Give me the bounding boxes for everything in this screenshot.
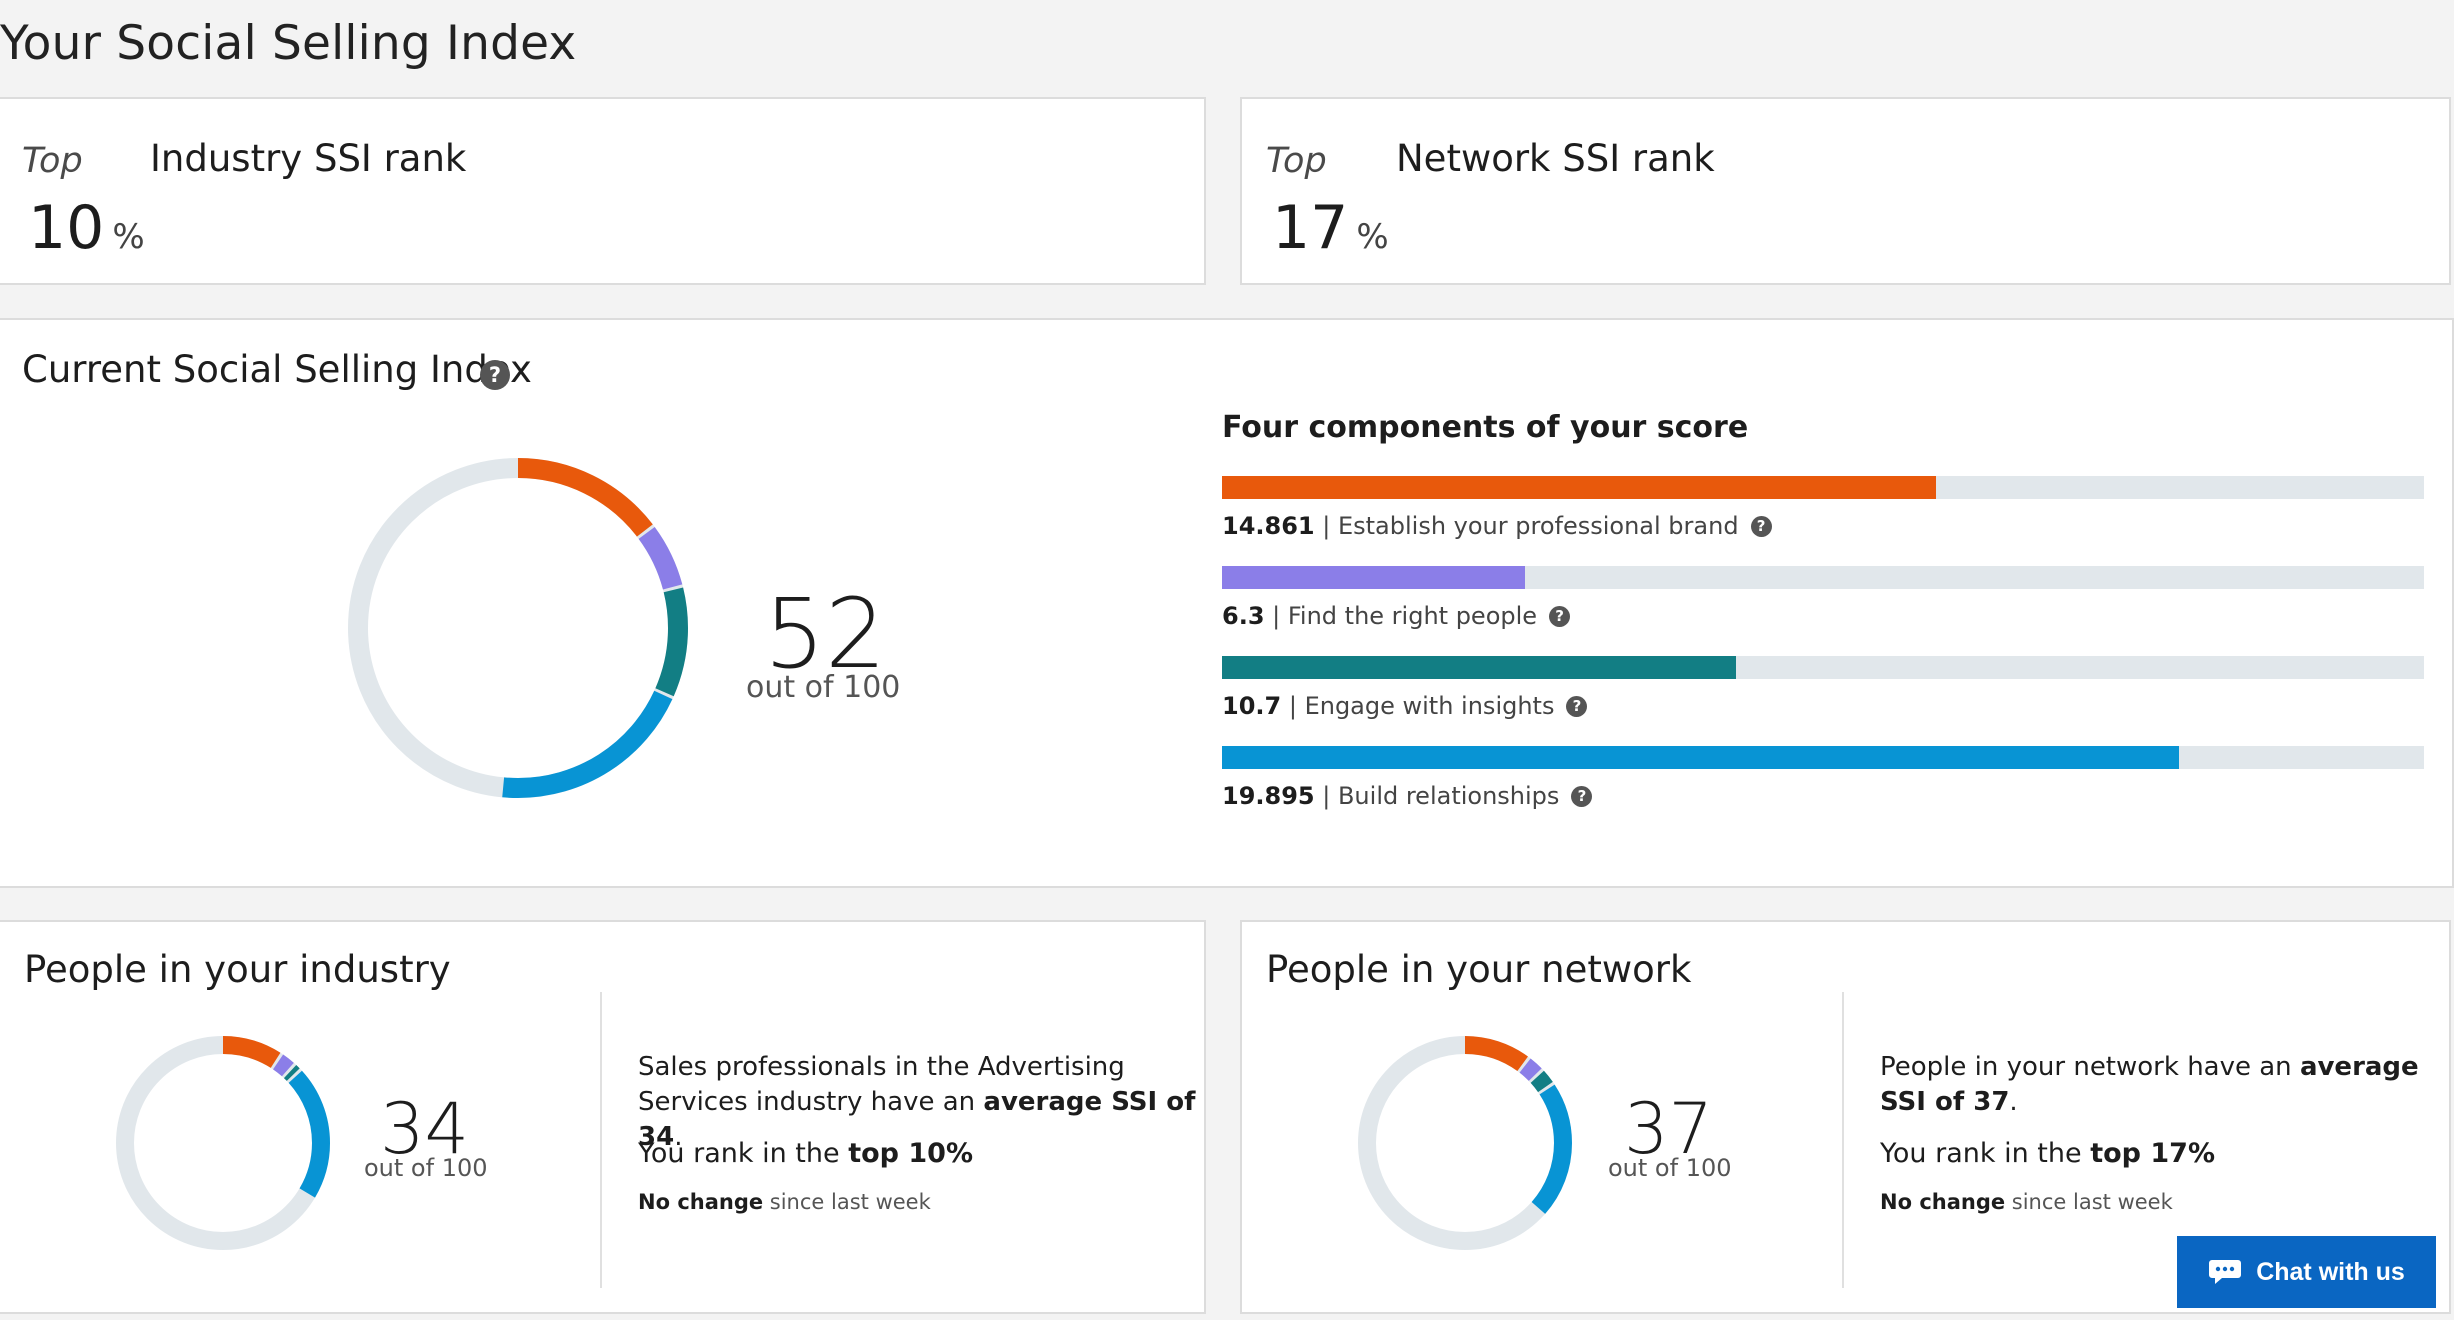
industry-description: Sales professionals in the Advertising S… (638, 1050, 1198, 1155)
network-rank-line: You rank in the top 17% (1880, 1138, 2215, 1169)
industry-divider (600, 992, 602, 1288)
industry-desc-average: average SSI of 34 (638, 1087, 1196, 1152)
industry-rank-unit: % (112, 217, 145, 257)
insights-help-icon[interactable]: ? (1566, 696, 1588, 717)
brand-value: 14.861 (1222, 512, 1315, 540)
industry-donut-brand-segment (116, 1036, 330, 1250)
network-donut-relationships-segment (1358, 1036, 1572, 1250)
insights-bar-label: 10.7 | Engage with insights? (1222, 692, 1588, 720)
brand-bar-fill (1222, 476, 1936, 499)
industry-score: 34 (380, 1088, 470, 1170)
insights-label: Engage with insights (1304, 692, 1555, 720)
people-bar-label: 6.3 | Find the right people? (1222, 602, 1571, 630)
industry-change-bold: No change (638, 1190, 764, 1214)
network-desc-average: average SSI of 37 (1880, 1052, 2419, 1117)
people-label: Find the right people (1287, 602, 1538, 630)
industry-rank-title: Industry SSI rank (150, 137, 467, 180)
current-donut-relationships-segment (348, 458, 688, 798)
chat-button-label: Chat with us (2256, 1257, 2405, 1286)
current-ssi-out-of: out of 100 (746, 670, 901, 705)
network-rank-bold: top 17% (2090, 1138, 2215, 1169)
relationships-label: Build relationships (1337, 782, 1560, 810)
industry-donut (116, 1036, 330, 1250)
network-rank-title: Network SSI rank (1396, 137, 1715, 180)
industry-desc-period: . (674, 1122, 683, 1152)
people-help-icon[interactable]: ? (1549, 606, 1571, 627)
insights-value: 10.7 (1222, 692, 1282, 720)
components-title: Four components of your score (1222, 410, 1749, 445)
network-out-of: out of 100 (1608, 1154, 1732, 1182)
relationships-bar-fill (1222, 746, 2179, 769)
industry-card: People in your industry 34 out of 100 Sa… (0, 920, 1206, 1314)
brand-bar-track (1222, 476, 2424, 499)
page-title: Your Social Selling Index (0, 16, 577, 71)
brand-help-icon[interactable]: ? (1750, 516, 1772, 537)
relationships-bar-label: 19.895 | Build relationships? (1222, 782, 1593, 810)
network-donut (1358, 1036, 1572, 1250)
industry-rank-value-wrap: 10% (28, 193, 145, 263)
insights-bar-track (1222, 656, 2424, 679)
network-rank-value: 17 (1272, 193, 1349, 263)
insights-sep: | (1281, 692, 1305, 720)
industry-rank-card: Top 10% Industry SSI rank (0, 97, 1206, 285)
network-rank-text: You rank in the (1880, 1138, 2091, 1169)
industry-change-text: since last week (763, 1190, 931, 1214)
current-donut-brand-segment (348, 458, 688, 798)
network-change-bold: No change (1880, 1190, 2006, 1214)
industry-rank-bold: top 10% (848, 1138, 973, 1169)
relationships-help-icon[interactable]: ? (1571, 786, 1593, 807)
industry-out-of: out of 100 (364, 1154, 488, 1182)
current-donut-insights-segment (348, 458, 688, 798)
industry-rank-value: 10 (28, 193, 105, 263)
industry-rank-prefix: Top (22, 141, 83, 181)
network-rank-unit: % (1356, 217, 1389, 257)
industry-change-line: No change since last week (638, 1190, 931, 1214)
current-ssi-title: Current Social Selling Index (22, 348, 532, 391)
industry-rank-text: You rank in the (638, 1138, 849, 1169)
network-rank-value-wrap: 17% (1272, 193, 1389, 263)
relationships-sep: | (1314, 782, 1338, 810)
industry-title: People in your industry (24, 948, 451, 991)
network-desc-text: People in your network have an (1880, 1052, 2300, 1082)
industry-desc-text: Sales professionals in the Advertising S… (638, 1052, 1125, 1117)
chat-with-us-button[interactable]: Chat with us (2177, 1236, 2436, 1308)
network-desc-period: . (2009, 1087, 2018, 1117)
current-ssi-score: 52 (764, 578, 887, 690)
industry-donut-relationships-segment (116, 1036, 330, 1250)
chat-bubble-icon (2209, 1260, 2242, 1284)
network-rank-card: Top 17% Network SSI rank (1240, 97, 2451, 285)
network-score: 37 (1624, 1088, 1714, 1170)
brand-sep: | (1314, 512, 1338, 540)
people-bar-track (1222, 566, 2424, 589)
network-description: People in your network have an average S… (1880, 1050, 2420, 1120)
network-change-line: No change since last week (1880, 1190, 2173, 1214)
people-sep: | (1264, 602, 1288, 630)
brand-label: Establish your professional brand (1337, 512, 1739, 540)
current-ssi-help-icon[interactable]: ? (480, 360, 510, 390)
network-rank-prefix: Top (1266, 141, 1327, 181)
relationships-bar-track (1222, 746, 2424, 769)
people-bar-fill (1222, 566, 1525, 589)
insights-bar-fill (1222, 656, 1737, 679)
network-title: People in your network (1266, 948, 1692, 991)
current-ssi-donut (348, 458, 688, 798)
relationships-value: 19.895 (1222, 782, 1315, 810)
brand-bar-label: 14.861 | Establish your professional bra… (1222, 512, 1772, 540)
industry-rank-line: You rank in the top 10% (638, 1138, 973, 1169)
network-divider (1842, 992, 1844, 1288)
network-donut-brand-segment (1358, 1036, 1572, 1250)
people-value: 6.3 (1222, 602, 1265, 630)
network-change-text: since last week (2005, 1190, 2173, 1214)
current-ssi-card: Current Social Selling Index ? 52 out of… (0, 318, 2454, 888)
